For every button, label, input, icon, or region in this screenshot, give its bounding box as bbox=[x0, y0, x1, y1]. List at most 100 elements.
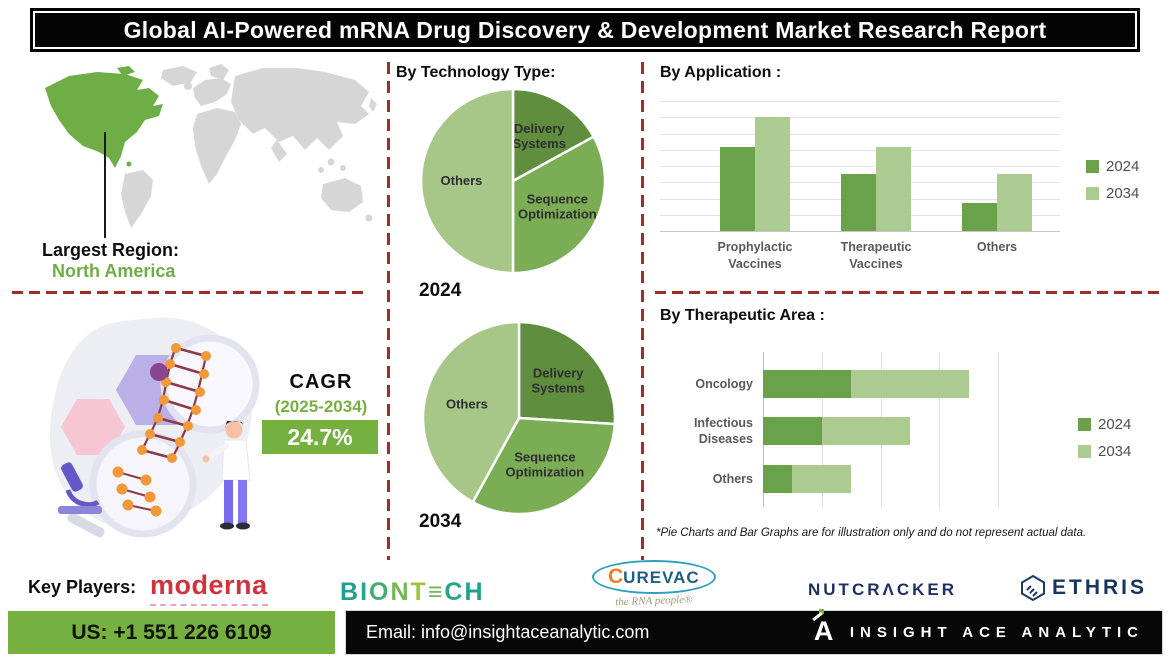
brand-wordmark: INSIGHT ACE ANALYTIC bbox=[849, 624, 1144, 641]
gridline bbox=[660, 117, 1060, 119]
pie-year-2034: 2034 bbox=[419, 511, 462, 532]
lab-illustration bbox=[49, 317, 260, 538]
category-label-others: Others bbox=[976, 240, 1018, 254]
legend-swatch-2024 bbox=[1086, 160, 1099, 173]
pie-slice-delivery-systems bbox=[511, 87, 596, 184]
map-south-america bbox=[121, 170, 153, 228]
map-greenland bbox=[161, 66, 197, 86]
ethris-wordmark: ETHRIS bbox=[1052, 576, 1148, 599]
therapeutic-legend: 2024 2034 bbox=[1078, 416, 1131, 460]
pie-slice-label: Sequence Optimization bbox=[506, 450, 585, 480]
divider-horizontal-left bbox=[12, 291, 368, 294]
gridline bbox=[660, 133, 1060, 135]
legend-label-2034: 2034 bbox=[1098, 443, 1132, 460]
phone-contact: US: +1 551 226 6109 bbox=[8, 611, 335, 654]
curevac-tagline: the RNA people® bbox=[615, 593, 693, 609]
logo-moderna: moderna bbox=[150, 570, 268, 606]
key-players-label: Key Players: bbox=[28, 577, 137, 597]
cagr-value-badge: 24.7% bbox=[262, 420, 378, 454]
pie-slice-others bbox=[419, 87, 515, 275]
legend-entry-2024: 2024 bbox=[1078, 416, 1131, 433]
legend-label-2034: 2034 bbox=[1106, 185, 1140, 202]
gridline bbox=[939, 352, 941, 507]
pie-slice-label: Delivery Systems bbox=[531, 366, 584, 396]
legend-entry-2024: 2024 bbox=[1086, 158, 1139, 175]
pie-slice-delivery-systems bbox=[517, 320, 617, 426]
disclaimer-note: *Pie Charts and Bar Graphs are for illus… bbox=[656, 527, 1087, 539]
gridline bbox=[660, 149, 1060, 151]
ethris-hexagon-icon bbox=[1021, 574, 1045, 602]
divider-vertical-1 bbox=[387, 62, 390, 560]
cagr-label: CAGR bbox=[289, 371, 353, 393]
segment-2024-oncology bbox=[763, 370, 852, 398]
category-label-infectious-diseases: Infectious Diseases bbox=[693, 416, 753, 447]
pie-slice-label: Others bbox=[441, 173, 483, 188]
therapeutic-section-title: By Therapeutic Area : bbox=[660, 307, 825, 324]
pie-slice-label: Sequence Optimization bbox=[518, 192, 597, 222]
divider-horizontal-right bbox=[655, 291, 1165, 294]
pie-chart-2034: Delivery Systems Sequence Optimization Other… bbox=[421, 320, 617, 516]
pie-slice-label: Delivery Systems bbox=[512, 121, 565, 151]
application-section-title: By Application : bbox=[660, 64, 782, 81]
logo-nutcracker: NUTCRΛCKER bbox=[808, 580, 957, 599]
segment-2024-infectious-diseases bbox=[763, 417, 822, 445]
cagr-period: (2025-2034) bbox=[274, 397, 368, 416]
world-map bbox=[45, 64, 377, 228]
insight-ace-logo-icon: A bbox=[812, 608, 838, 650]
pie-chart-2024: Delivery Systems Sequence Optimization Other… bbox=[419, 87, 607, 275]
therapeutic-bar-chart: Oncology Infectious Diseases Others bbox=[694, 352, 999, 507]
map-north-america-highlight bbox=[45, 72, 163, 168]
legend-swatch-2034 bbox=[1086, 187, 1099, 200]
application-bar-chart: Prophylactic Vaccines Therapeutic Vaccines O… bbox=[660, 101, 1060, 271]
largest-region-value: North America bbox=[52, 261, 176, 281]
divider-vertical-2 bbox=[641, 62, 644, 560]
legend-label-2024: 2024 bbox=[1106, 158, 1140, 175]
legend-entry-2034: 2034 bbox=[1086, 185, 1139, 202]
technology-section-title: By Technology Type: bbox=[396, 64, 556, 81]
page-title: Global AI-Powered mRNA Drug Discovery & … bbox=[123, 16, 1047, 43]
legend-entry-2034: 2034 bbox=[1078, 443, 1131, 460]
legend-swatch-2034 bbox=[1078, 445, 1091, 458]
bar-2034-prophylactic-vaccines bbox=[755, 117, 790, 231]
pie-year-2024: 2024 bbox=[419, 280, 462, 301]
map-africa bbox=[193, 108, 241, 184]
map-asia bbox=[231, 68, 369, 150]
footer-bar: Email: info@insightaceanalytic.com A INS… bbox=[345, 608, 1163, 655]
category-label-therapeutic-vaccines: Therapeutic Vaccines bbox=[840, 240, 912, 271]
gridline bbox=[660, 231, 1060, 232]
pie-slice-sequence-optimization bbox=[511, 134, 607, 275]
curevac-oval: CUREVAC bbox=[592, 560, 716, 594]
gridline bbox=[660, 166, 1060, 167]
region-pointer-line bbox=[104, 132, 106, 238]
gridline bbox=[660, 101, 1060, 102]
microscope bbox=[58, 462, 102, 514]
bar-2034-others bbox=[997, 174, 1032, 231]
email-contact: Email: info@insightaceanalytic.com bbox=[366, 622, 650, 642]
largest-region-label: Largest Region: bbox=[42, 240, 180, 260]
pink-hexagon bbox=[61, 399, 125, 455]
application-legend: 2024 2034 bbox=[1086, 158, 1139, 202]
segment-2034-others bbox=[792, 465, 852, 493]
segment-2034-infectious-diseases bbox=[821, 417, 910, 445]
legend-label-2024: 2024 bbox=[1098, 416, 1132, 433]
category-label-others: Others bbox=[712, 472, 753, 486]
pie-slice-label: Others bbox=[446, 397, 488, 412]
bar-2024-others bbox=[962, 203, 997, 231]
segment-2024-others bbox=[763, 465, 793, 493]
logo-curevac-name: CUREVAC bbox=[608, 565, 700, 588]
pie-slice-sequence-optimization bbox=[471, 416, 617, 516]
logo-biontech: BIONT≡CH bbox=[340, 578, 485, 606]
map-australia bbox=[321, 178, 363, 212]
logo-curevac: CUREVAC the RNA people® bbox=[592, 560, 716, 609]
bar-2024-therapeutic-vaccines bbox=[841, 174, 876, 231]
title-bar: Global AI-Powered mRNA Drug Discovery & … bbox=[30, 8, 1140, 52]
scientist-figure bbox=[202, 421, 251, 530]
logo-ethris: ETHRIS bbox=[1020, 574, 1147, 602]
gridline bbox=[998, 352, 999, 507]
segment-2034-oncology bbox=[851, 370, 969, 398]
category-label-prophylactic-vaccines: Prophylactic Vaccines bbox=[717, 240, 793, 271]
brand-block: A INSIGHT ACE ANALYTIC bbox=[812, 608, 1144, 650]
bar-2034-therapeutic-vaccines bbox=[876, 146, 911, 231]
legend-swatch-2024 bbox=[1078, 418, 1091, 431]
